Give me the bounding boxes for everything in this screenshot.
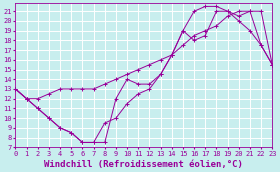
X-axis label: Windchill (Refroidissement éolien,°C): Windchill (Refroidissement éolien,°C) <box>45 159 243 169</box>
